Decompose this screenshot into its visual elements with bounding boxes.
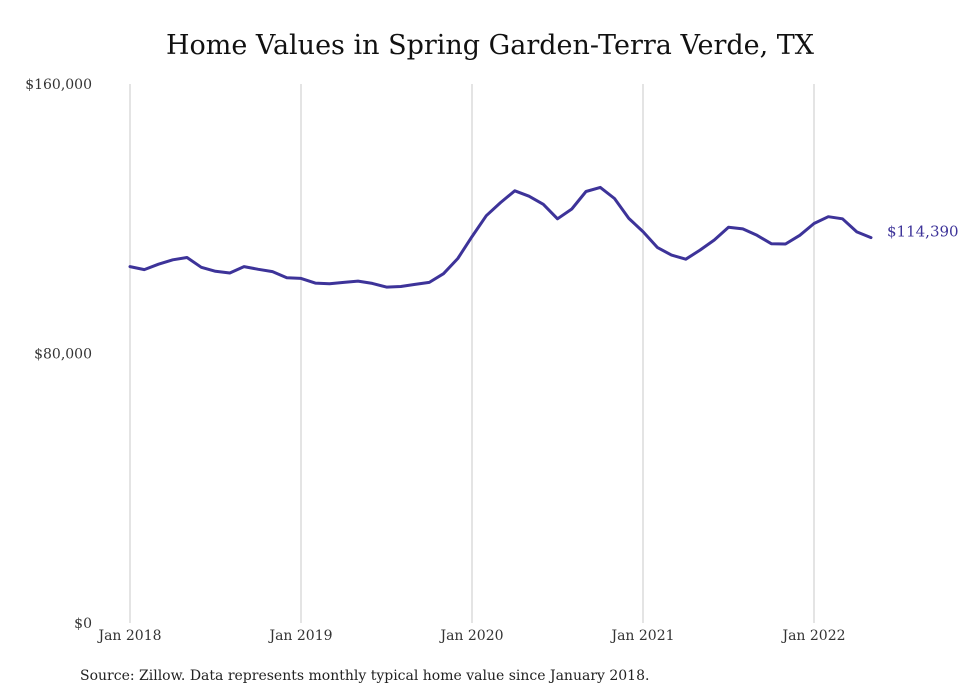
x-tick-label: Jan 2019 <box>267 628 332 644</box>
y-tick-label: $0 <box>74 616 92 632</box>
grid-lines <box>129 84 815 623</box>
chart-title: Home Values in Spring Garden-Terra Verde… <box>165 30 815 61</box>
x-tick-label: Jan 2021 <box>609 628 674 644</box>
source-note: Source: Zillow. Data represents monthly … <box>80 668 650 684</box>
y-tick-label: $160,000 <box>25 77 92 93</box>
y-axis: $0 $80,000 $160,000 <box>25 77 92 632</box>
x-axis: Jan 2018 Jan 2019 Jan 2020 Jan 2021 Jan 2022 <box>96 628 845 644</box>
x-tick-label: Jan 2018 <box>96 628 161 644</box>
x-tick-label: Jan 2020 <box>438 628 503 644</box>
x-tick-label: Jan 2022 <box>780 628 845 644</box>
end-value-label: $114,390 <box>887 223 959 241</box>
series-line <box>128 185 873 289</box>
y-tick-label: $80,000 <box>34 347 92 363</box>
series-layer: $114,390 <box>128 185 959 289</box>
